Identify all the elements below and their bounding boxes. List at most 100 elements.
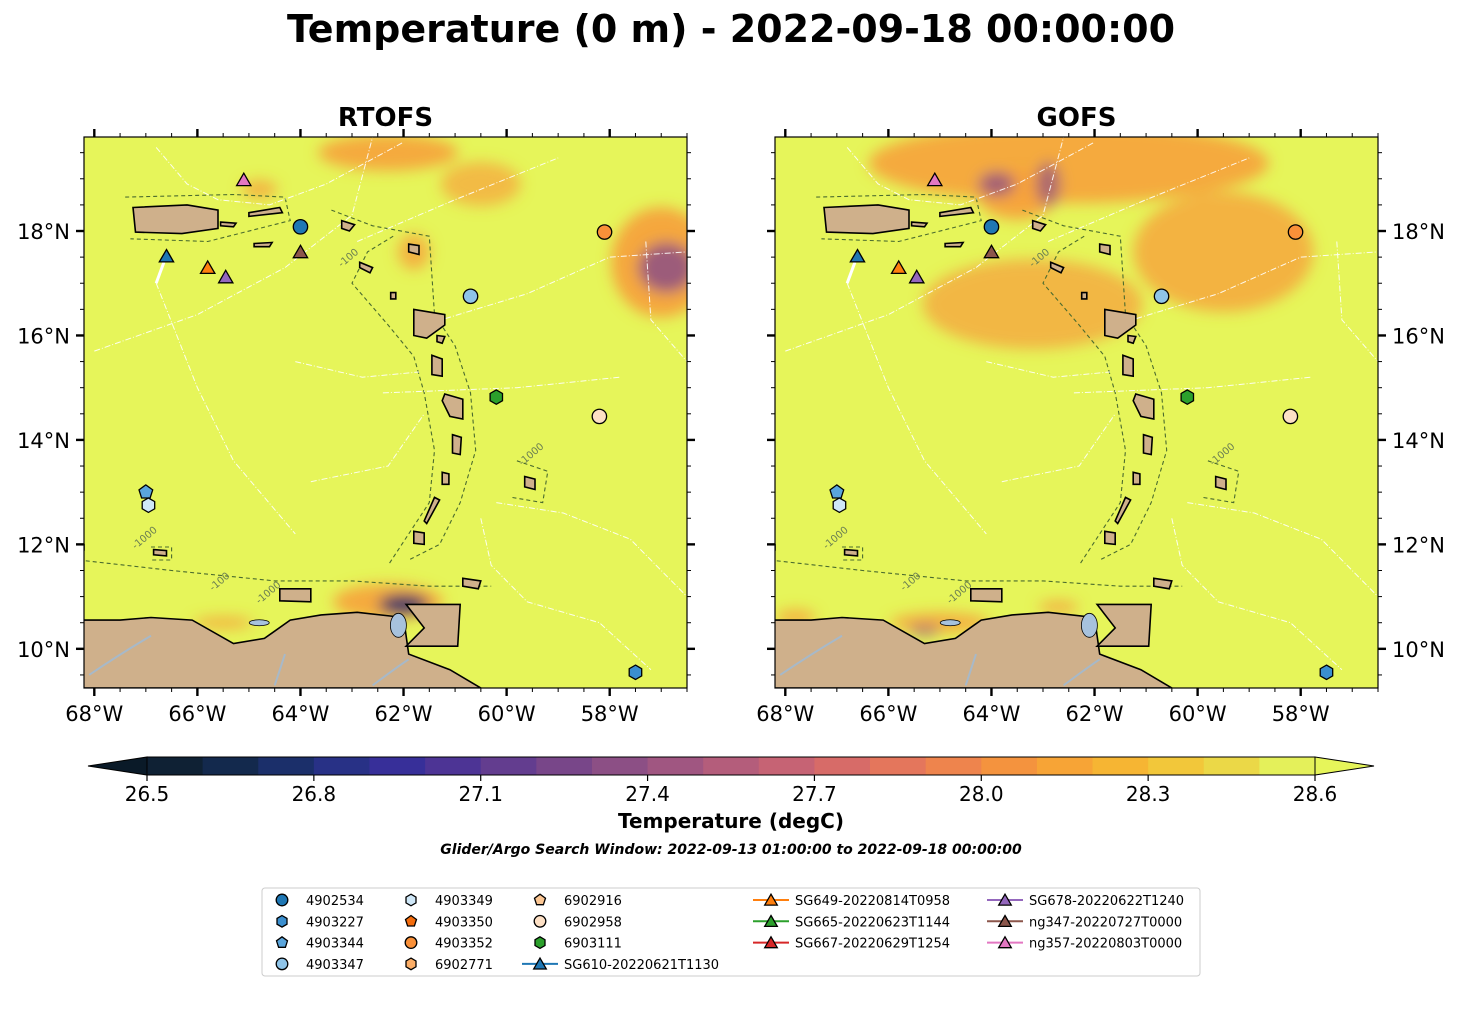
colorbar-tick-label: 26.8 <box>292 782 337 806</box>
legend-label: 4903347 <box>306 958 364 973</box>
legend-entry-sg678-20220622t1240: SG678-20220622T1240 <box>987 892 1184 909</box>
colorbar-segment <box>1092 757 1149 775</box>
lagoon <box>248 619 270 627</box>
legend-marker-icon <box>763 892 779 906</box>
legend-label: 4903352 <box>435 937 493 952</box>
colorbar-high-extension <box>1314 756 1375 776</box>
legend-label: ng357-20220803T0000 <box>1029 937 1182 952</box>
island-anguilla-stmartin <box>340 219 356 232</box>
legend-marker-icon <box>534 936 546 950</box>
legend-label: 6903111 <box>564 937 622 952</box>
legend-label: 6902958 <box>564 915 622 930</box>
island-tobago <box>462 577 482 590</box>
legend-entry-ng357-20220803t0000: ng357-20220803T0000 <box>987 935 1182 952</box>
legend-entry-sg667-20220629t1254: SG667-20220629T1254 <box>753 935 950 952</box>
lat-tick-label: 16°N <box>17 324 70 348</box>
map-marker-4903352 <box>596 224 613 240</box>
legend-marker-icon <box>404 914 418 927</box>
island-barbados <box>1214 475 1227 491</box>
lon-tick-label: 64°W <box>271 702 329 726</box>
lat-tick-label: 18°N <box>17 220 70 244</box>
map-frame <box>83 136 688 689</box>
south-america-landmass <box>775 611 1174 688</box>
map-marker-4903349 <box>141 497 156 514</box>
legend-entry-4903349: 4903349 <box>405 893 493 909</box>
island-tobago <box>1153 577 1173 590</box>
legend-label: ng347-20220727T0000 <box>1029 915 1182 930</box>
map-marker-sg610-20220621t1130 <box>158 248 175 263</box>
island-puerto-rico <box>132 204 219 235</box>
map-marker-4903347 <box>462 288 479 305</box>
colorbar-segment <box>1203 757 1260 775</box>
map-marker-4903227 <box>628 664 643 681</box>
map-marker-ng347-20220727t0000 <box>983 243 1000 259</box>
lat-tick-label: 18°N <box>1392 220 1445 244</box>
lon-tick-label: 68°W <box>756 702 814 726</box>
island-st-kitts <box>358 261 374 274</box>
island-grenada <box>1104 530 1116 546</box>
legend-marker-icon <box>275 957 289 971</box>
bathymetry-contours <box>84 193 549 587</box>
colorbar-tick-label: 27.1 <box>458 782 503 806</box>
colorbar: 26.5 26.8 27.1 27.4 27.7 28.0 28.3 28.6 Tempera… <box>87 756 1375 833</box>
legend-marker-icon <box>997 914 1013 928</box>
island-margarita <box>279 588 312 603</box>
colorbar-segment <box>258 757 315 775</box>
island-st-croix <box>253 241 274 248</box>
legend-label: 4903344 <box>306 937 364 952</box>
panel-title-gofs: GOFS <box>1037 103 1117 133</box>
legend-marker-icon <box>763 935 779 949</box>
island-montserrat <box>1080 291 1088 300</box>
lat-tick-label: 14°N <box>1392 429 1445 453</box>
lat-tick-label: 12°N <box>1392 533 1445 557</box>
island-dominica <box>1122 354 1134 378</box>
temperature-field <box>775 137 1314 636</box>
legend-label: SG667-20220629T1254 <box>795 937 950 952</box>
legend-entry-4903347: 4903347 <box>275 957 364 973</box>
colorbar-segment <box>369 757 426 775</box>
lat-tick-label: 10°N <box>1392 638 1445 662</box>
legend-marker-icon <box>533 893 547 906</box>
colorbar-segment <box>925 757 982 775</box>
map-marker-4902534 <box>983 218 1000 235</box>
legend-label: 6902771 <box>435 958 493 973</box>
map-marker-6903111 <box>489 389 504 406</box>
map-marker-sg678-20220622t1240 <box>908 268 926 284</box>
lon-tick-label: 62°W <box>375 702 433 726</box>
island-st-lucia <box>1142 433 1154 456</box>
colorbar-tick-label: 28.6 <box>1293 782 1338 806</box>
legend-label: SG649-20220814T0958 <box>795 894 950 909</box>
legend-entry-ng347-20220727t0000: ng347-20220727T0000 <box>987 914 1182 930</box>
legend-label: SG678-20220622T1240 <box>1029 894 1184 909</box>
colorbar-label: Temperature (degC) <box>618 809 844 833</box>
legend-marker-icon <box>276 914 288 928</box>
map-marker-6902958 <box>591 408 608 425</box>
glider-track <box>845 261 857 284</box>
lon-tick-label: 62°W <box>1066 702 1124 726</box>
colorbar-tick-label: 27.7 <box>792 782 837 806</box>
colorbar-low-extension <box>87 756 148 776</box>
legend-entry-sg610-20220621t1130: SG610-20220621T1130 <box>522 956 719 973</box>
glider-track <box>154 261 166 284</box>
map-marker-4902534 <box>292 218 309 235</box>
legend-entry-6902916: 6902916 <box>533 893 622 909</box>
island-marie-galante <box>436 334 446 345</box>
legend-marker-icon <box>997 892 1013 906</box>
legend-marker-icon <box>405 957 417 971</box>
map-marker-6902958 <box>1282 408 1299 425</box>
colorbar-segment <box>1148 757 1205 775</box>
lon-tick-label: 68°W <box>65 702 123 726</box>
colorbar-segment <box>202 757 259 775</box>
island-st-vincent <box>1132 471 1141 486</box>
lon-tick-label: 58°W <box>1272 702 1330 726</box>
legend-marker-icon <box>997 935 1013 949</box>
legend-marker-icon <box>532 956 548 970</box>
island-anguilla-stmartin <box>1031 219 1047 232</box>
map-marker-6903111 <box>1180 389 1195 406</box>
lat-tick-label: 10°N <box>17 638 70 662</box>
colorbar-segment <box>313 757 371 775</box>
island-st-vincent <box>441 471 450 486</box>
island-guadeloupe <box>413 308 446 339</box>
legend-label: 4903227 <box>306 915 364 930</box>
